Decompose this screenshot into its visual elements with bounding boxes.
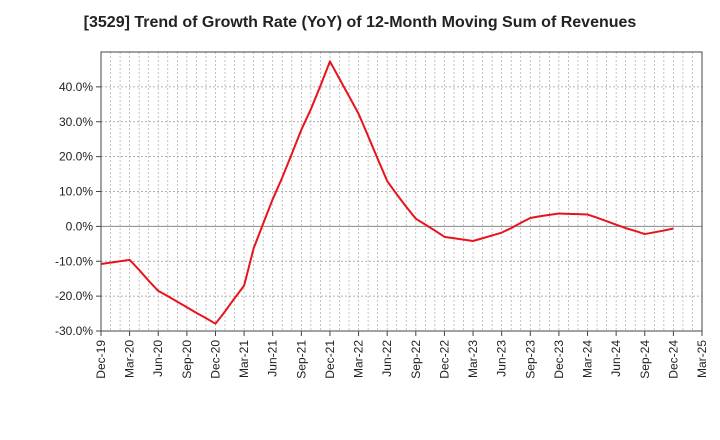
y-tick-label: 40.0% [59,80,93,94]
x-tick-label: Jun-20 [151,340,165,377]
chart-title: [3529] Trend of Growth Rate (YoY) of 12-… [83,14,637,31]
x-tick-label: Mar-23 [466,340,480,378]
y-tick-label: -10.0% [55,254,93,268]
x-tick-label: Sep-24 [638,340,652,379]
x-tick-label: Dec-23 [552,340,566,379]
y-tick-label: -30.0% [55,324,93,338]
x-tick-label: Jun-24 [609,340,623,377]
x-tick-label: Jun-23 [495,340,509,377]
x-tick-label: Mar-24 [581,340,595,378]
y-tick-label: 0.0% [66,219,94,233]
x-tick-label: Jun-22 [380,340,394,377]
x-tick-label: Dec-22 [437,340,451,379]
series-line [100,60,674,325]
y-tick-label: -20.0% [55,289,93,303]
x-tick-label: Dec-24 [666,340,680,379]
x-tick-label: Mar-21 [237,340,251,378]
series-layer [100,60,674,325]
x-axis-ticks: Dec-19 Mar-20 Jun-20 Sep-20 Dec-20 Mar-21 Jun-… [94,331,709,379]
y-tick-label: 10.0% [59,185,93,199]
y-tick-label: 30.0% [59,115,93,129]
x-tick-label: Dec-20 [208,340,222,379]
x-tick-label: Dec-21 [323,340,337,379]
x-tick-label: Mar-20 [123,340,137,378]
x-tick-label: Sep-21 [294,340,308,379]
x-tick-label: Mar-22 [352,340,366,378]
x-tick-label: Sep-23 [523,340,537,379]
x-tick-label: Dec-19 [94,340,108,379]
x-tick-label: Jun-21 [266,340,280,377]
x-tick-label: Sep-20 [180,340,194,379]
y-tick-label: 20.0% [59,150,93,164]
y-axis-ticks: 40.0% 30.0% 20.0% 10.0% 0.0% -10.0% -20.0% -30.… [55,80,101,338]
x-tick-label: Sep-22 [409,340,423,379]
x-tick-label: Mar-25 [695,340,709,378]
